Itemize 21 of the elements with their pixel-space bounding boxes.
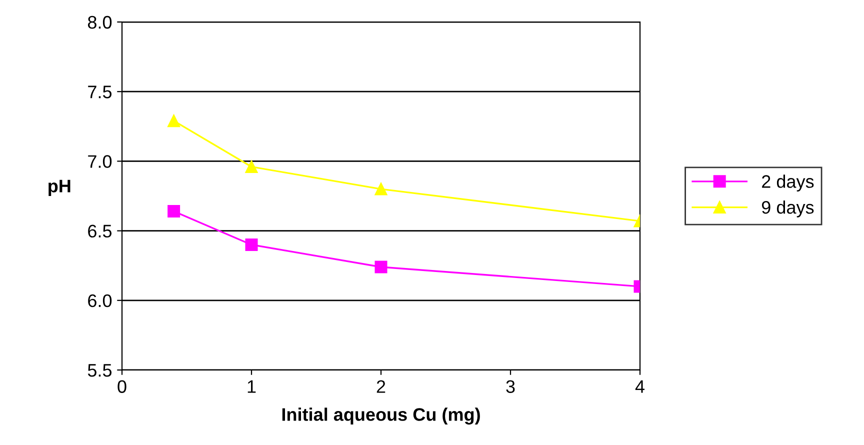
point	[245, 160, 258, 174]
point	[374, 260, 388, 274]
y-tick-label: 7.0	[88, 155, 112, 168]
legend-label: 9 days	[762, 200, 814, 218]
point	[168, 114, 180, 128]
x-tick-label: 3	[506, 380, 515, 393]
point	[168, 205, 180, 218]
y-tick-label: 6.0	[88, 294, 112, 308]
point	[245, 238, 258, 251]
y-tick-label: 5.5	[88, 364, 112, 377]
y-tick-label: 6.5	[88, 224, 112, 238]
y-axis-title: pH	[48, 180, 70, 196]
x-axis-title: Initial aqueous Cu (mg)	[282, 408, 480, 425]
y-tick-label: 7.5	[88, 86, 112, 98]
x-tick-label: 2	[376, 380, 386, 393]
y-tick-label: 8.0	[88, 16, 112, 29]
x-tick-label: 0	[118, 380, 126, 393]
x-tick-label: 1	[248, 380, 256, 393]
point	[374, 182, 388, 196]
legend-label: 2 days	[762, 174, 814, 192]
x-tick-label: 4	[635, 380, 644, 393]
